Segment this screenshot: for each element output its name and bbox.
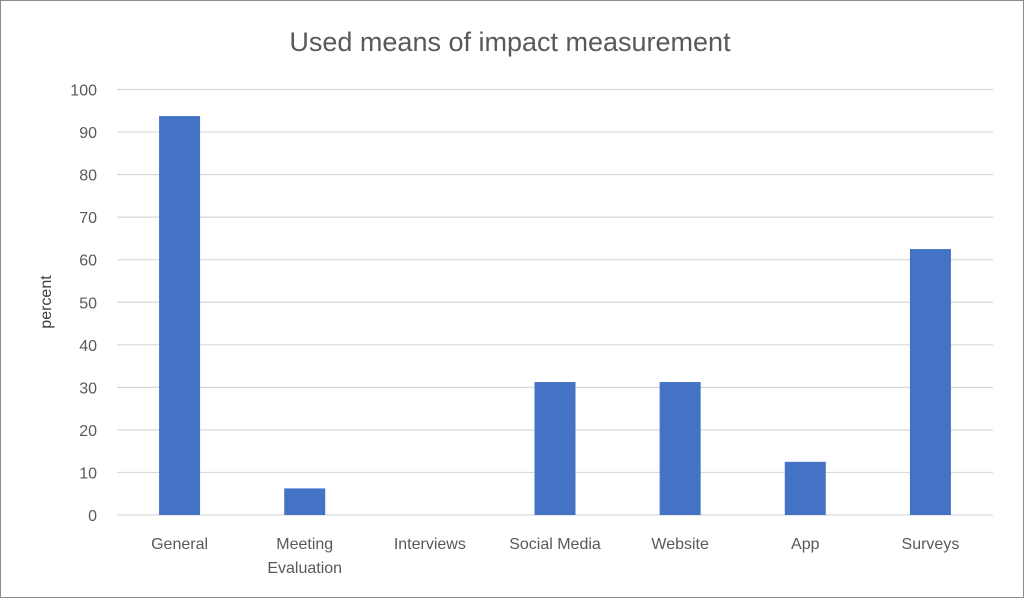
bar-surveys [909, 249, 951, 515]
y-tick-label: 30 [79, 380, 97, 397]
y-tick-label: 60 [79, 253, 97, 270]
x-tick-label: General [151, 536, 208, 553]
y-tick-label: 90 [79, 125, 97, 142]
y-tick-label: 100 [70, 83, 97, 100]
y-tick-label: 80 [79, 168, 97, 185]
bar-social-media [534, 382, 576, 515]
x-tick-label: Interviews [394, 536, 466, 553]
bar-general [159, 116, 201, 515]
bar-website [659, 382, 701, 515]
chart-title: Used means of impact measurement [289, 27, 731, 57]
y-axis-label: percent [38, 275, 55, 329]
y-tick-label: 50 [79, 295, 97, 312]
x-tick-label: Surveys [902, 536, 960, 553]
y-tick-label: 70 [79, 210, 97, 227]
y-tick-label: 0 [88, 508, 97, 525]
bar-meeting-evaluation [284, 488, 326, 515]
x-tick-label: Website [651, 536, 709, 553]
bar-app [784, 461, 826, 515]
y-tick-label: 10 [79, 465, 97, 482]
y-tick-label: 20 [79, 423, 97, 440]
x-tick-label: Social Media [509, 536, 601, 553]
x-tick-label: Meeting Evaluation [267, 536, 342, 577]
y-tick-label: 40 [79, 338, 97, 355]
x-tick-label: App [791, 536, 820, 553]
